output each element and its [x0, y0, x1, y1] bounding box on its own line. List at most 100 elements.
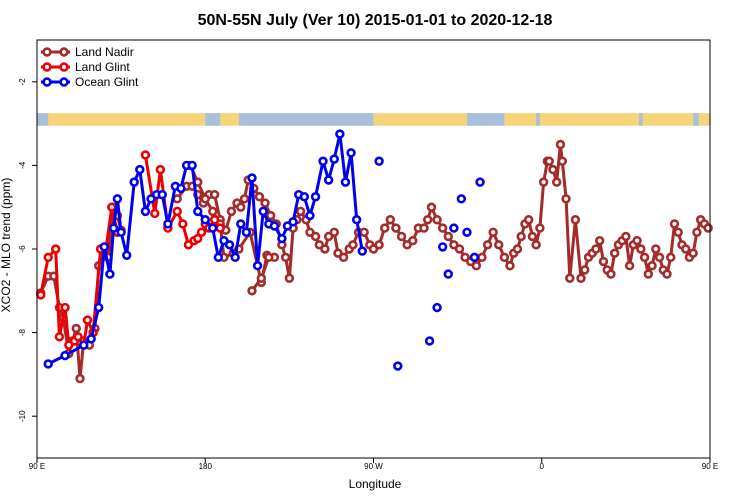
ocean-glint-point — [351, 215, 362, 225]
land-nadir-point — [636, 244, 646, 254]
land-nadir-point — [239, 194, 250, 204]
ocean-glint-point — [176, 183, 186, 194]
land-nadir-point — [226, 206, 237, 217]
land-nadir-point — [531, 240, 541, 250]
ocean-glint-point — [269, 221, 280, 231]
ocean-glint-point — [437, 242, 448, 252]
land-glint-point — [172, 206, 182, 217]
legend-marker-land-glint — [42, 62, 52, 72]
land-nadir-point — [544, 156, 554, 166]
land-glint-point — [50, 244, 61, 254]
series-layer — [36, 129, 713, 384]
ocean-glint-point — [224, 240, 235, 250]
land-nadir-point — [254, 192, 265, 202]
land-nadir-point — [505, 261, 515, 271]
land-nadir-point — [632, 235, 642, 246]
land-nadir-point — [576, 273, 586, 283]
ocean-strip — [238, 113, 374, 126]
ocean-glint-point — [140, 206, 151, 217]
land-glint-point — [155, 164, 166, 175]
x-tick-label: 90 W — [364, 462, 383, 471]
land-glint-point — [36, 290, 46, 300]
land-nadir-point — [419, 223, 429, 233]
land-nadir-point — [443, 231, 453, 242]
ocean-glint-point — [393, 361, 403, 371]
land-glint-point — [215, 223, 225, 233]
x-tick-label: 90 E — [702, 462, 718, 471]
land-nadir-point — [557, 156, 568, 166]
land-nadir-point — [256, 273, 267, 283]
land-nadir-point — [621, 231, 631, 242]
land-nadir-point — [692, 227, 702, 237]
land-nadir-point — [385, 215, 396, 225]
land-nadir-point — [236, 202, 246, 212]
land-glint-point — [140, 150, 151, 160]
land-nadir-point — [295, 206, 306, 217]
land-glint-point — [43, 252, 53, 263]
ocean-glint-point — [213, 252, 224, 263]
land-nadir-point — [432, 215, 442, 225]
land-nadir-point — [666, 252, 676, 263]
ocean-strip — [638, 113, 643, 126]
ocean-glint-point — [122, 250, 132, 260]
land-nadir-point — [669, 219, 680, 229]
land-nadir-point — [200, 194, 210, 204]
x-axis-label: Longitude — [349, 477, 402, 491]
plot-frame — [36, 39, 711, 459]
land-nadir-point — [209, 189, 220, 200]
land-nadir-point — [624, 261, 635, 271]
y-tick-label: -4 — [18, 161, 27, 169]
ocean-glint-point — [157, 189, 167, 200]
chart-title: 50N-55N July (Ver 10) 2015-01-01 to 2020… — [198, 12, 553, 29]
ocean-strip — [205, 113, 221, 126]
land-nadir-point — [310, 231, 321, 242]
ocean-glint-point — [475, 177, 485, 187]
land-nadir-point — [643, 269, 654, 279]
ocean-glint-point — [288, 217, 298, 227]
land-nadir-point — [75, 373, 85, 384]
land-glint-point — [193, 233, 203, 244]
land-nadir-point — [523, 215, 534, 225]
land-glint-point — [196, 227, 207, 237]
ocean-glint-point — [108, 223, 119, 233]
land-nadir-point — [391, 223, 401, 233]
land-nadir-point — [499, 252, 510, 263]
ocean-glint-point — [424, 336, 435, 346]
ocean-glint-point — [247, 173, 257, 183]
ocean-glint-point — [93, 302, 104, 313]
ocean-glint-point — [310, 192, 321, 202]
land-nadir-point — [338, 252, 349, 263]
land-nadir-point — [591, 244, 601, 254]
land-glint-point — [178, 219, 188, 229]
ocean-glint-point — [456, 194, 467, 204]
land-nadir-point — [561, 194, 571, 204]
ocean-glint-point — [258, 206, 268, 217]
land-glint-point — [60, 302, 70, 313]
land-nadir-point — [477, 252, 487, 263]
ocean-glint-point — [449, 223, 459, 233]
ocean-glint-point — [187, 160, 197, 171]
ocean-glint-point — [43, 359, 53, 369]
x-tick-label: 90 E — [29, 462, 45, 471]
ocean-glint-point — [357, 246, 367, 256]
land-ocean-band — [37, 113, 710, 126]
ocean-glint-point — [469, 252, 480, 263]
land-nadir-point — [580, 265, 590, 275]
land-nadir-point — [651, 244, 661, 254]
land-glint-point — [73, 332, 83, 342]
land-nadir-point — [538, 177, 549, 187]
legend-marker-ocean-glint — [42, 77, 52, 87]
land-glint-point — [107, 202, 117, 212]
ocean-glint-point — [299, 192, 310, 202]
land-nadir-point — [680, 244, 691, 254]
land-nadir-point — [247, 286, 257, 296]
ocean-glint-point — [200, 215, 210, 225]
land-nadir-point — [647, 261, 657, 271]
land-nadir-point — [516, 231, 526, 242]
ocean-glint-point — [340, 177, 351, 187]
ocean-glint-point — [252, 261, 263, 271]
land-nadir-point — [555, 139, 566, 150]
land-nadir-point — [548, 164, 558, 175]
ocean-glint-point — [277, 233, 287, 244]
